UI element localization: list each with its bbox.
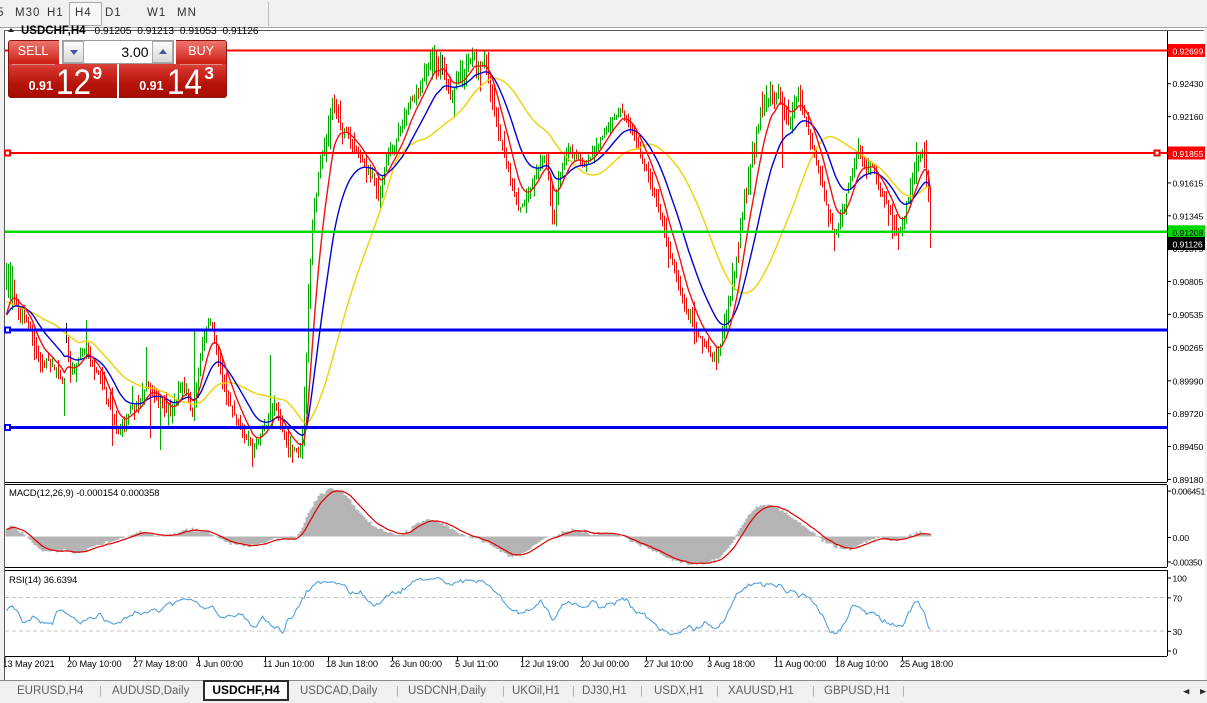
svg-text:0.91615: 0.91615: [1173, 178, 1204, 188]
svg-text:0.89450: 0.89450: [1173, 442, 1204, 452]
svg-text:0.89180: 0.89180: [1173, 475, 1204, 485]
svg-text:0.006451: 0.006451: [1172, 487, 1206, 497]
svg-text:18 Aug 10:00: 18 Aug 10:00: [835, 659, 888, 669]
svg-text:0.91345: 0.91345: [1173, 211, 1204, 221]
svg-text:4 Jun 00:00: 4 Jun 00:00: [196, 659, 243, 669]
svg-text:0.90265: 0.90265: [1173, 343, 1204, 353]
svg-text:13 May 2021: 13 May 2021: [3, 659, 55, 669]
svg-text:-0.00350: -0.00350: [1171, 558, 1203, 568]
svg-text:5 Jul 11:00: 5 Jul 11:00: [455, 659, 498, 669]
svg-text:0.00: 0.00: [1173, 533, 1190, 543]
svg-text:0.90535: 0.90535: [1173, 310, 1204, 320]
svg-text:11 Aug 00:00: 11 Aug 00:00: [774, 659, 826, 669]
svg-text:0.91126: 0.91126: [1173, 240, 1203, 250]
svg-text:0: 0: [1173, 647, 1178, 657]
svg-text:70: 70: [1173, 593, 1183, 603]
svg-text:0.90805: 0.90805: [1173, 277, 1204, 287]
svg-text:0.92430: 0.92430: [1173, 79, 1204, 89]
svg-text:3 Aug 18:00: 3 Aug 18:00: [707, 659, 755, 669]
svg-text:RSI(14) 36.6394: RSI(14) 36.6394: [9, 575, 77, 586]
svg-text:MACD(12,26,9) -0.000154 0.0003: MACD(12,26,9) -0.000154 0.000358: [9, 488, 159, 499]
svg-text:11 Jun 10:00: 11 Jun 10:00: [263, 659, 314, 669]
svg-text:0.92160: 0.92160: [1173, 112, 1204, 122]
svg-text:0.91208: 0.91208: [1173, 228, 1204, 238]
svg-text:30: 30: [1173, 627, 1183, 637]
svg-text:0.89990: 0.89990: [1173, 376, 1204, 386]
svg-text:12 Jul 19:00: 12 Jul 19:00: [520, 659, 569, 669]
svg-text:0.91855: 0.91855: [1173, 149, 1204, 159]
svg-text:18 Jun 18:00: 18 Jun 18:00: [326, 659, 378, 669]
svg-text:0.89720: 0.89720: [1173, 409, 1204, 419]
svg-text:20 Jul 00:00: 20 Jul 00:00: [580, 659, 629, 669]
svg-text:20 May 10:00: 20 May 10:00: [67, 659, 121, 669]
svg-text:27 Jul 10:00: 27 Jul 10:00: [644, 659, 693, 669]
svg-text:25 Aug 18:00: 25 Aug 18:00: [900, 659, 953, 669]
svg-text:100: 100: [1173, 574, 1187, 584]
svg-text:27 May 18:00: 27 May 18:00: [133, 659, 187, 669]
svg-text:0.92699: 0.92699: [1173, 47, 1204, 57]
svg-text:26 Jun 00:00: 26 Jun 00:00: [390, 659, 442, 669]
